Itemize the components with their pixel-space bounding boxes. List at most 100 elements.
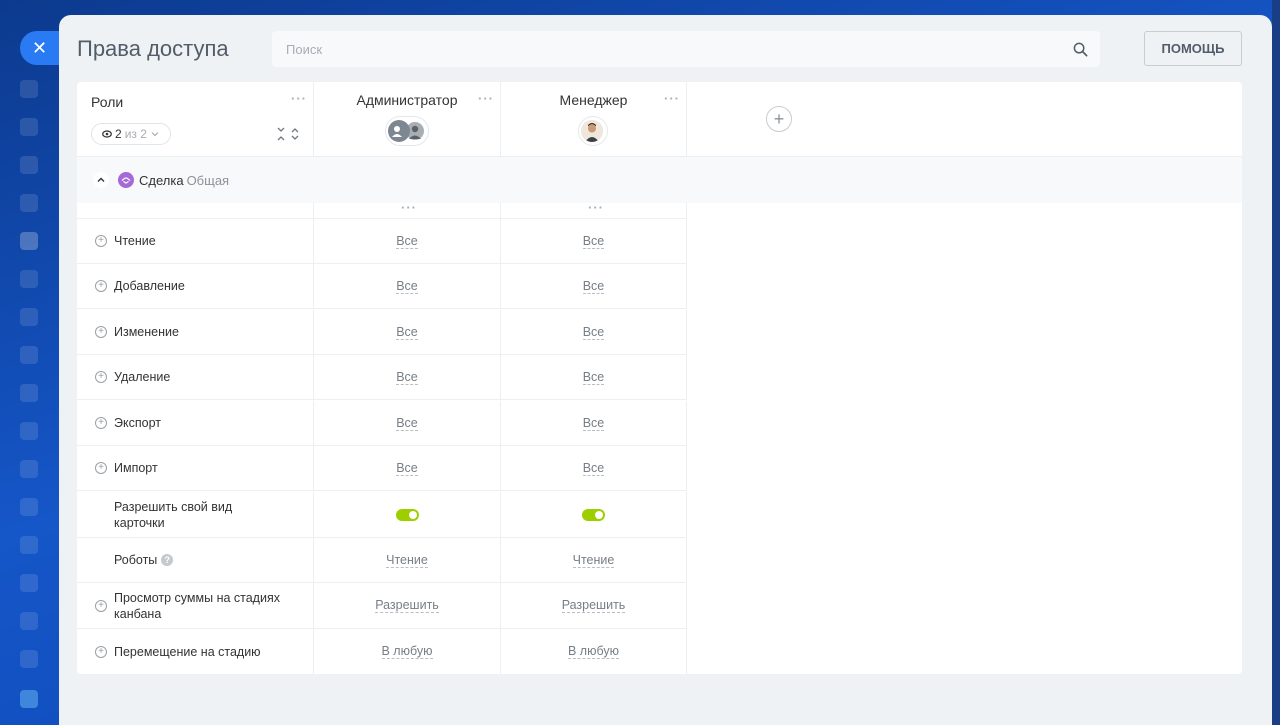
expand-plus-icon[interactable]: + [95,599,107,612]
permission-value[interactable]: Чтение [572,552,615,568]
expand-plus-icon[interactable]: + [95,235,107,247]
page-title: Права доступа [77,36,229,61]
role-column-header: Администратор ··· [314,82,501,156]
expand-plus-icon[interactable]: + [95,371,107,383]
permission-value[interactable]: Все [582,369,605,385]
permission-label: Просмотр суммы на стадиях канбана [114,590,280,621]
background-icon [20,118,38,136]
permission-label: Чтение [114,234,156,248]
permission-value-cell: Все [314,310,501,354]
permission-value[interactable]: Все [582,278,605,294]
permission-value-cell: Все [314,401,501,445]
permission-row: + Удаление Все Все [77,355,687,400]
help-icon[interactable]: ? [161,554,174,566]
search-input[interactable] [284,40,1072,58]
role-name[interactable]: Администратор [356,92,458,108]
permission-value-cell: Все [501,446,687,490]
permission-toggle[interactable] [582,508,605,521]
permission-name-cell: + Добавление [77,264,314,308]
permission-value[interactable]: Все [396,233,418,249]
permission-label: Экспорт [114,416,161,430]
more-icon[interactable]: ··· [478,91,494,106]
permission-value-cell: Все [501,355,687,399]
expand-plus-icon[interactable]: + [95,326,107,338]
permission-value[interactable]: Все [582,415,605,431]
subheader-cell: ··· [501,200,687,219]
search-icon[interactable] [1072,41,1088,57]
background-icon [20,270,38,288]
permission-value[interactable]: Все [582,233,605,249]
permission-row: + Экспорт Все Все [77,401,687,446]
background-icon [20,612,38,630]
roles-header: Роли ··· 2 из 2 [77,82,314,156]
more-icon[interactable]: ··· [664,91,680,106]
collapse-expand-icon[interactable] [277,127,299,141]
permission-row: + Импорт Все Все [77,446,687,491]
permission-value-cell: Разрешить [314,583,501,628]
permission-value-cell [501,492,687,537]
permission-value-cell [314,492,501,537]
chevron-up-icon[interactable] [93,172,109,188]
permission-label: Разрешить свой вид карточки [114,499,233,530]
permission-value[interactable]: Разрешить [375,598,439,613]
visible-roles-filter[interactable]: 2 из 2 [91,123,171,145]
permission-row: Разрешить свой вид карточки [77,492,687,538]
permission-value-cell: Все [501,310,687,354]
permission-value-cell: В любую [314,629,501,674]
background-icon [20,308,38,326]
permission-value[interactable]: Все [582,324,605,340]
deal-icon [118,172,134,188]
background-icon [20,422,38,440]
permission-name-cell: + Перемещение на стадию [77,629,314,674]
expand-plus-icon[interactable]: + [95,645,107,658]
chevron-down-icon [151,132,159,137]
role-name[interactable]: Менеджер [559,92,628,108]
permission-value-cell: Все [314,264,501,308]
permission-toggle[interactable] [395,508,419,521]
subheader-cell [77,202,314,219]
more-icon[interactable]: ··· [401,200,417,215]
permission-value[interactable]: Все [396,278,418,294]
eye-icon [102,130,112,138]
more-icon[interactable]: ··· [291,91,307,106]
permission-label: Удаление [114,370,171,384]
permission-value-cell: Все [501,264,687,308]
expand-plus-icon[interactable]: + [95,417,107,429]
access-rights-slider: Права доступа ПОМОЩЬ Роли ··· 2 из 2 Адм… [59,15,1272,725]
role-members[interactable] [578,116,608,146]
permission-value[interactable]: Все [396,460,418,476]
expand-plus-icon[interactable]: + [95,462,107,474]
permission-value[interactable]: Все [396,324,418,340]
permission-name-cell: + Изменение [77,310,314,354]
expand-plus-icon[interactable]: + [95,280,107,292]
permission-value-cell: Чтение [501,538,687,582]
permission-value[interactable]: Разрешить [561,598,626,613]
visible-count: 2 [115,127,122,141]
permission-row: + Перемещение на стадию В любую В любую [77,629,687,674]
permission-row: + Просмотр суммы на стадиях канбана Разре… [77,583,687,629]
section-header: Сделка Общая [77,156,1242,203]
permission-value[interactable]: В любую [381,644,433,659]
permission-value-cell: Все [501,401,687,445]
permission-row: + Добавление Все Все [77,264,687,309]
permission-value[interactable]: Чтение [386,552,428,568]
more-icon[interactable]: ··· [588,200,604,215]
help-button[interactable]: ПОМОЩЬ [1144,31,1242,66]
permission-value[interactable]: Все [396,415,418,431]
permission-value[interactable]: Все [396,369,418,385]
permission-value[interactable]: В любую [568,644,619,659]
close-slider-button[interactable]: ✕ [20,31,66,65]
add-role-button[interactable]: + [766,106,792,132]
section-title: Сделка Общая [139,173,229,188]
search-box[interactable] [272,31,1100,67]
permission-value[interactable]: Все [582,460,605,476]
permission-row: Роботы? Чтение Чтение [77,538,687,583]
background-icon [20,690,38,708]
permission-label: Роботы [114,553,158,567]
role-members[interactable] [385,116,429,146]
permission-label: Изменение [114,325,179,339]
permission-row: + Изменение Все Все [77,310,687,355]
background-icon [20,498,38,516]
plus-icon: + [773,108,785,129]
permission-name-cell: Разрешить свой вид карточки [77,492,314,537]
